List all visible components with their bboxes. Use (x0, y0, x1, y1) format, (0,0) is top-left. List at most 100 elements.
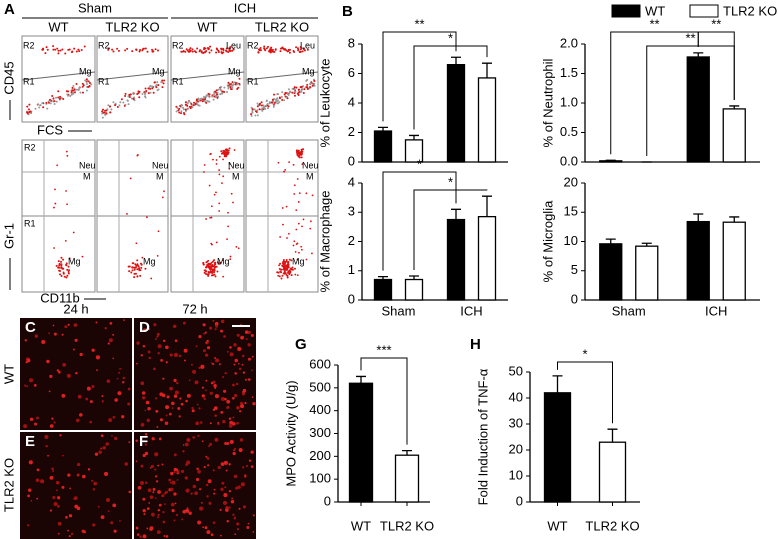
cell (165, 405, 170, 410)
cell (192, 484, 197, 489)
dot (77, 88, 80, 91)
dot (282, 258, 285, 261)
cell (157, 352, 160, 355)
cell (185, 508, 189, 512)
dot (138, 90, 141, 93)
cell (213, 384, 217, 388)
dot (265, 99, 268, 102)
dot (280, 268, 283, 271)
cell (67, 529, 69, 532)
cell (159, 418, 163, 422)
y-tick-label: 2 (348, 233, 355, 248)
cell (209, 422, 212, 425)
dot (161, 86, 164, 89)
dot (85, 89, 88, 92)
y-tick-label: 2 (348, 124, 355, 139)
cell (104, 471, 109, 476)
dot (77, 48, 80, 51)
cell (162, 377, 165, 380)
dot (219, 88, 222, 91)
dot (284, 168, 287, 171)
dot (191, 48, 194, 51)
dot (259, 49, 262, 52)
dot (161, 79, 164, 82)
dot (52, 48, 55, 51)
cell (33, 383, 37, 387)
dot (309, 86, 312, 89)
dot (256, 105, 259, 108)
dot (229, 258, 232, 261)
dot (299, 151, 302, 154)
dot (27, 108, 30, 111)
dot (313, 82, 316, 85)
dot (229, 83, 232, 86)
cell (104, 327, 107, 330)
cell (208, 501, 212, 505)
cell (56, 496, 61, 500)
dot (287, 232, 290, 235)
cell (53, 502, 58, 507)
dot (111, 48, 114, 51)
dot (67, 48, 70, 51)
dot (138, 267, 141, 270)
cell (154, 452, 159, 457)
cell (238, 507, 241, 510)
dot (306, 86, 309, 89)
cell (166, 395, 170, 399)
cell (248, 459, 252, 462)
cell (183, 359, 186, 362)
cell (240, 401, 244, 405)
dot (28, 110, 31, 113)
dot (38, 106, 41, 109)
error-bar (552, 375, 563, 393)
cell (154, 397, 158, 400)
cell (244, 330, 249, 334)
dot (137, 92, 140, 95)
dot (218, 210, 221, 212)
group-label: ICH (234, 0, 256, 15)
dot (210, 242, 213, 245)
cell (119, 367, 122, 370)
error-bar (451, 56, 461, 65)
dot (266, 103, 269, 106)
dot (282, 260, 285, 263)
dot (45, 101, 48, 104)
dot (202, 261, 205, 264)
dot (184, 50, 187, 53)
bar (477, 77, 497, 163)
cell (128, 490, 132, 494)
cell (156, 516, 160, 519)
cell (202, 323, 206, 327)
cell (112, 333, 115, 336)
cell (77, 473, 80, 476)
cell (147, 488, 152, 493)
dot (130, 271, 133, 274)
significance-label: * (448, 30, 453, 45)
cell (116, 377, 119, 380)
dot (81, 82, 84, 85)
dot (283, 266, 286, 269)
cell (94, 452, 99, 456)
y-tick-label: 0 (348, 291, 355, 306)
cell (226, 399, 231, 404)
dot (211, 260, 214, 263)
cell (74, 338, 78, 342)
cell (158, 503, 162, 507)
cell (82, 474, 86, 479)
dot (182, 49, 185, 52)
dot (156, 89, 159, 92)
cell (231, 383, 235, 387)
dot (130, 97, 133, 100)
dot (203, 95, 206, 98)
cell (182, 444, 185, 446)
significance-label: *** (376, 342, 391, 357)
dot (287, 263, 290, 266)
cell (145, 400, 150, 405)
dot (178, 107, 181, 110)
dot (206, 94, 209, 97)
cell (250, 334, 254, 338)
dot (278, 97, 281, 100)
cell (188, 511, 192, 515)
dot (263, 47, 266, 50)
error-bar (409, 134, 419, 140)
